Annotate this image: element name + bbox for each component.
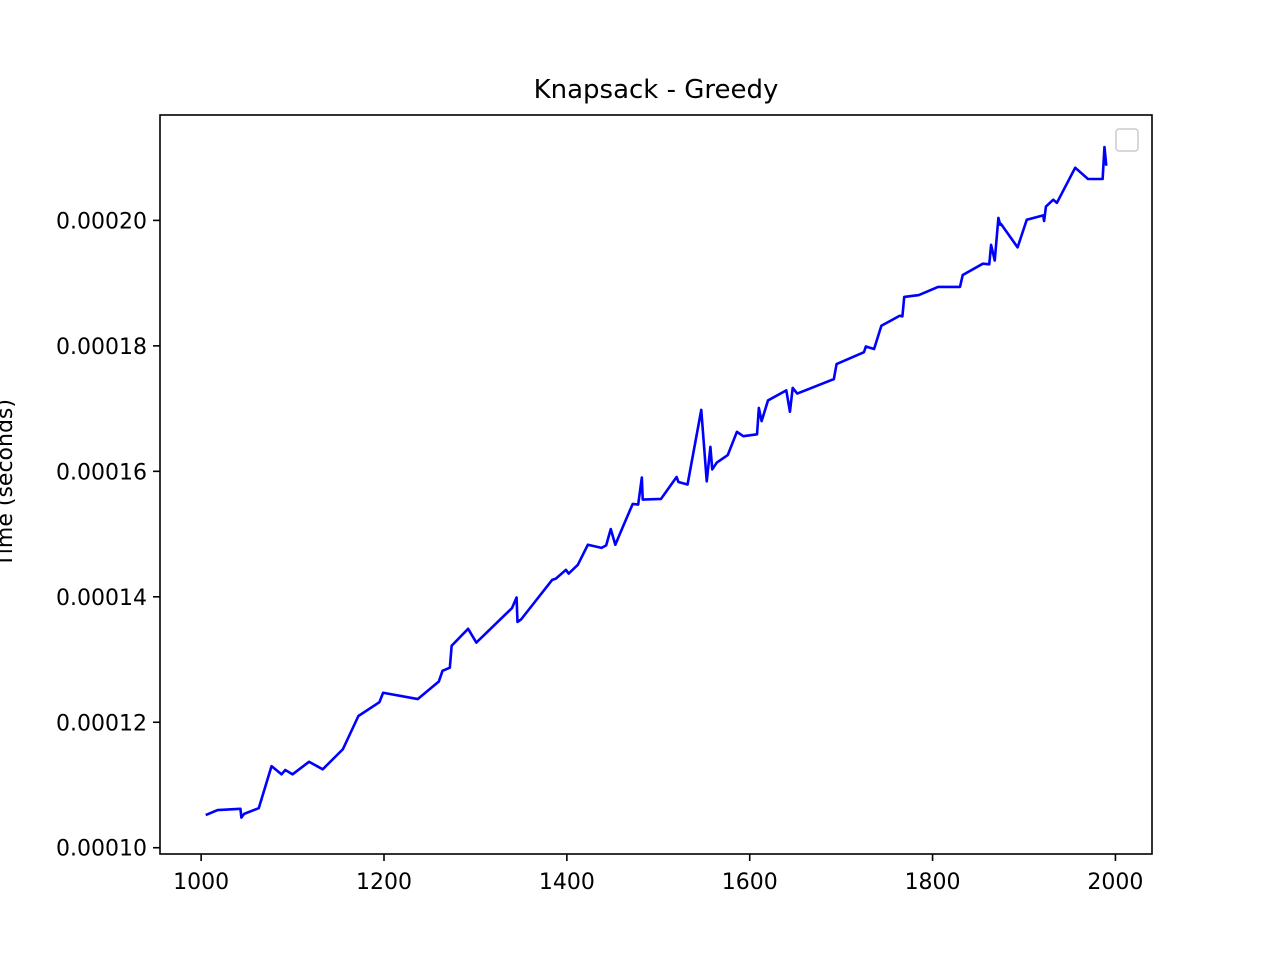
x-tick-label: 1400 bbox=[539, 870, 595, 895]
y-axis-label: Time (seconds) bbox=[0, 399, 18, 568]
x-tick-label: 1800 bbox=[905, 870, 961, 895]
x-tick-label: 1200 bbox=[356, 870, 412, 895]
y-tick-label: 0.00020 bbox=[56, 209, 147, 234]
y-tick-label: 0.00010 bbox=[56, 837, 147, 862]
y-axis: 0.00010 0.00012 0.00014 0.00016 0.00018 0.000… bbox=[56, 209, 160, 862]
y-tick-label: 0.00014 bbox=[56, 586, 147, 611]
series-line-1 bbox=[205, 145, 1108, 819]
y-tick-label: 0.00012 bbox=[56, 711, 147, 736]
x-axis: 1000 1200 1400 1600 1800 2000 bbox=[173, 854, 1143, 895]
plot-area bbox=[205, 145, 1108, 819]
y-tick-label: 0.00018 bbox=[56, 335, 147, 360]
plot-frame bbox=[159, 114, 1153, 855]
x-tick-label: 1600 bbox=[722, 870, 778, 895]
chart-title: Knapsack - Greedy bbox=[534, 75, 779, 105]
y-tick-label: 0.00016 bbox=[56, 460, 147, 485]
x-tick-label: 2000 bbox=[1087, 870, 1143, 895]
legend-box bbox=[1115, 128, 1139, 152]
x-tick-label: 1000 bbox=[173, 870, 229, 895]
